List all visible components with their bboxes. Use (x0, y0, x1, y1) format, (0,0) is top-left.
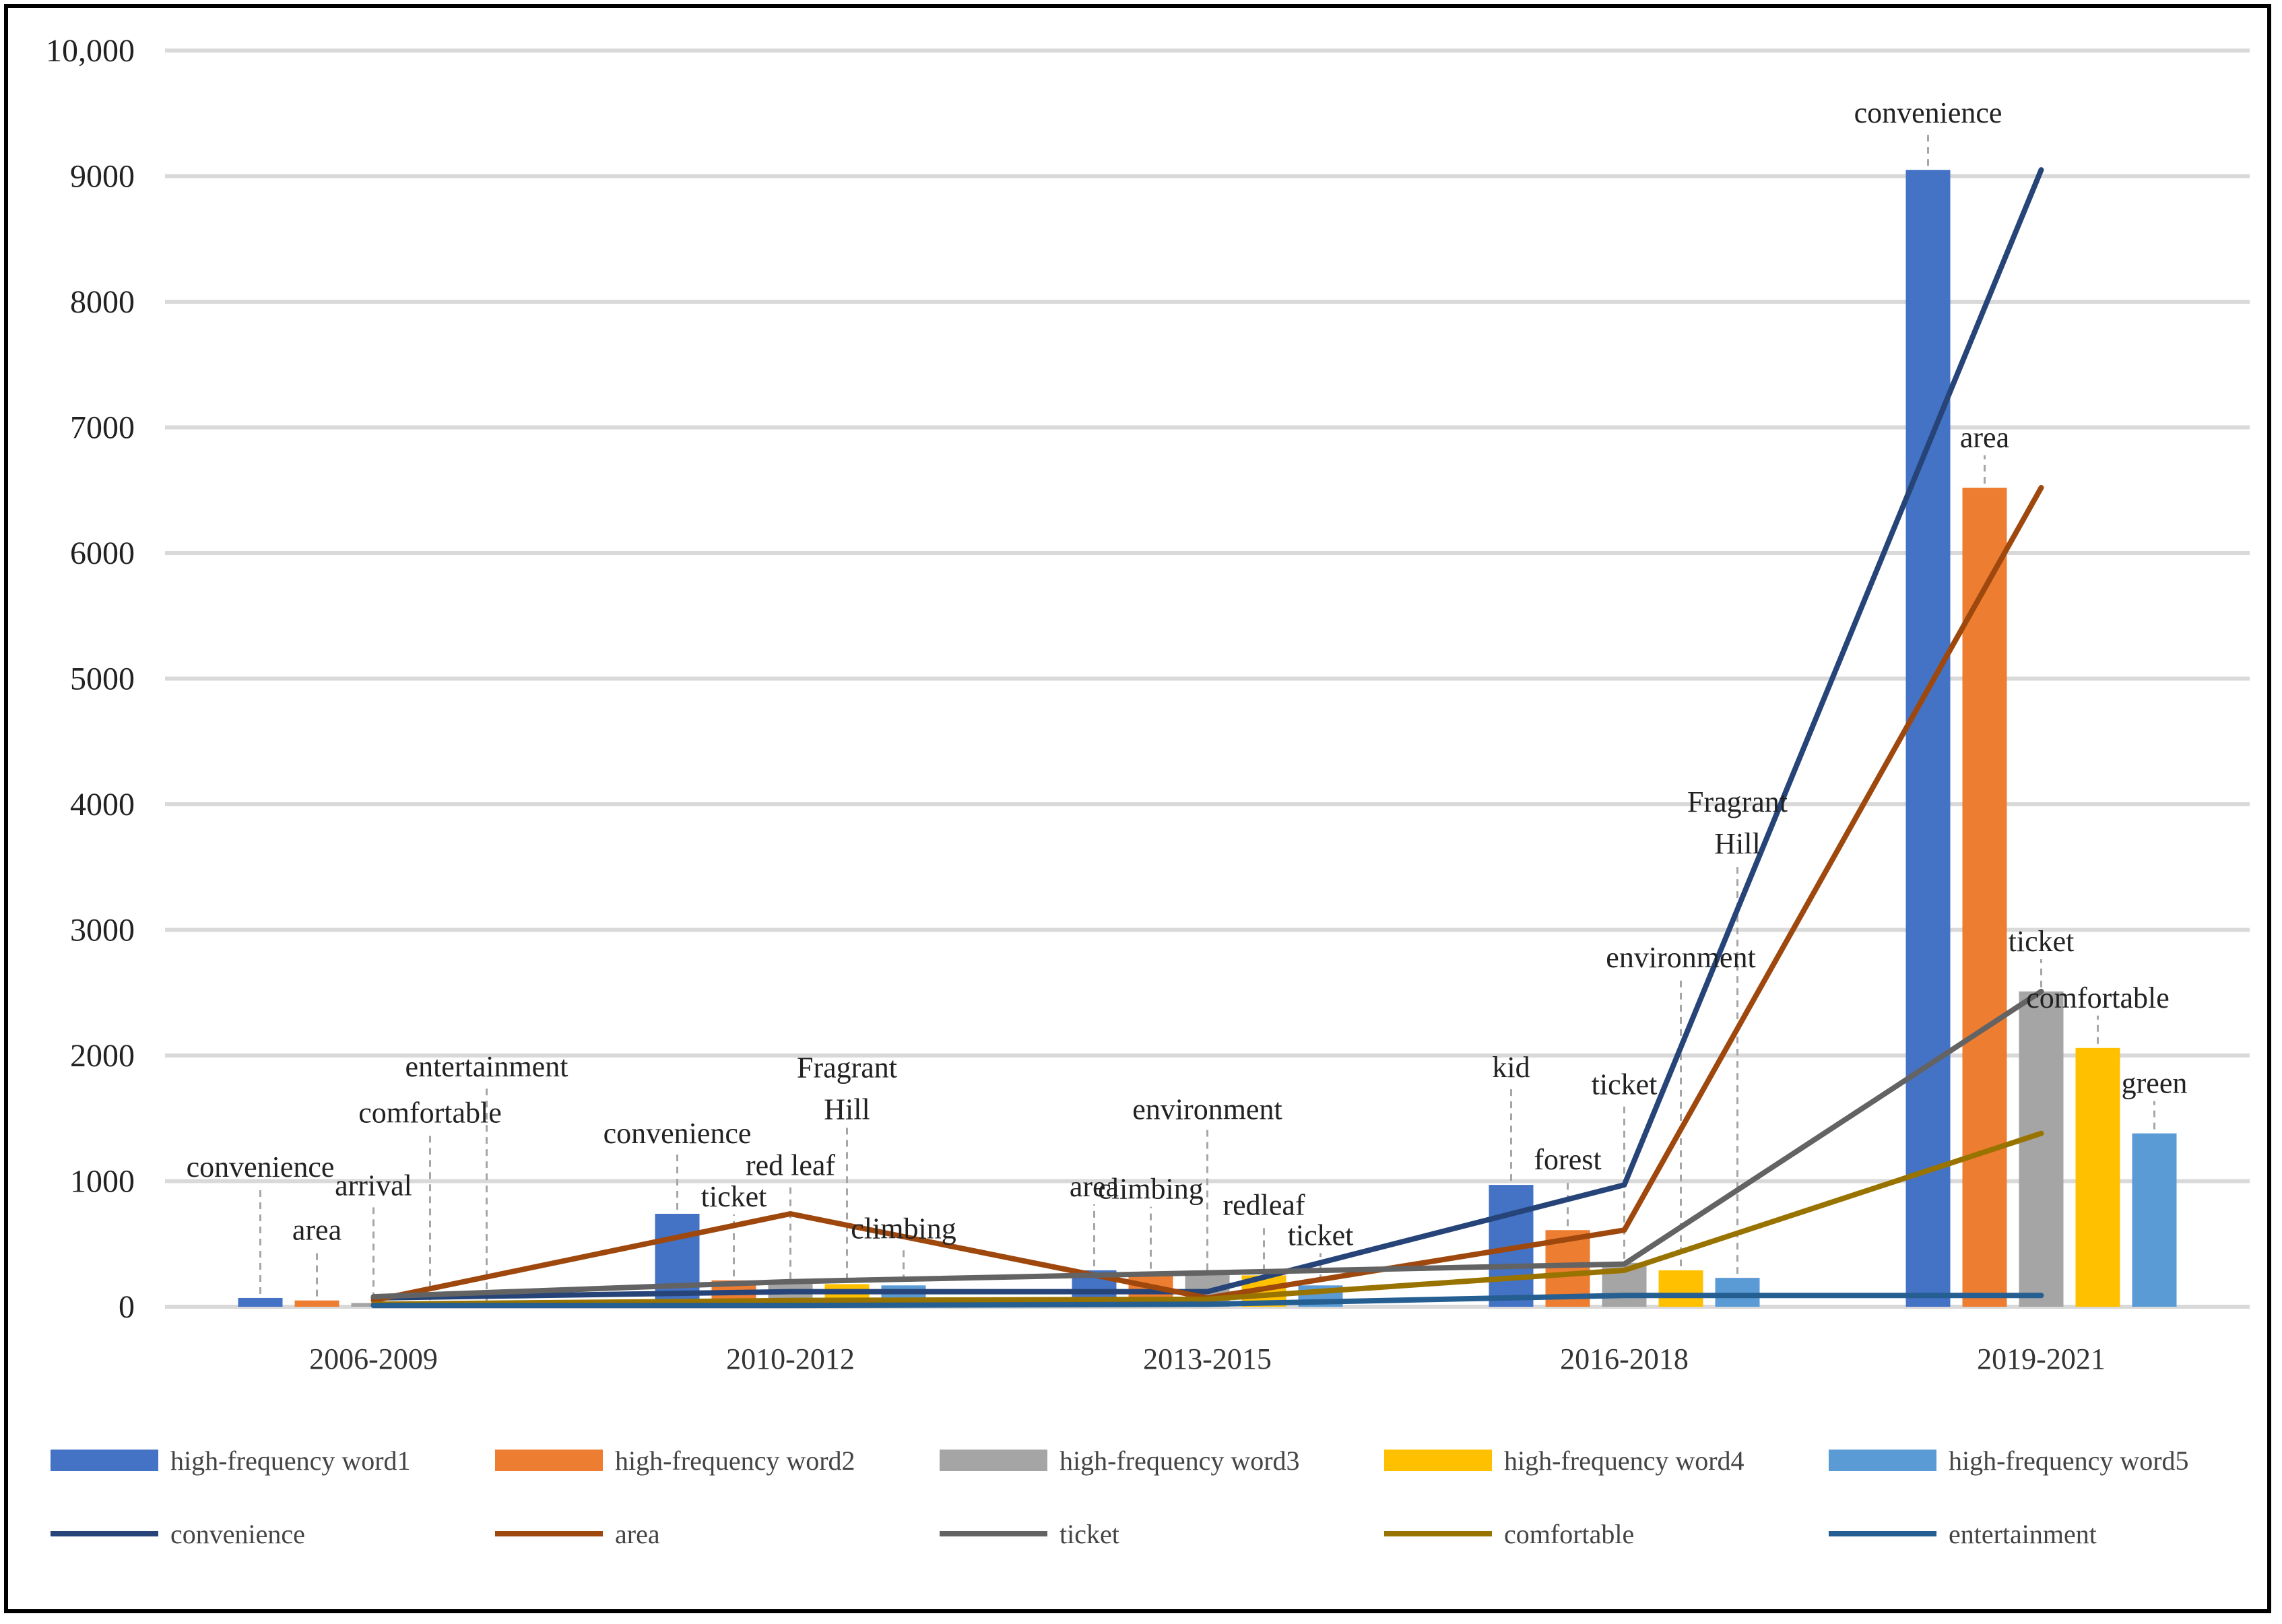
data-label: red leaf (746, 1149, 835, 1182)
bar-high-frequency-word4-2016-2018 (1658, 1270, 1703, 1307)
y-tick-label: 0 (119, 1289, 135, 1325)
y-tick-label: 9000 (70, 159, 135, 195)
data-label: arrival (335, 1169, 412, 1202)
legend-swatch (51, 1450, 158, 1471)
legend-swatch (940, 1450, 1047, 1471)
data-label: Fragrant Hill (1687, 785, 1788, 860)
data-label: kid (1492, 1051, 1530, 1084)
y-tick-label: 8000 (70, 284, 135, 320)
bar-high-frequency-word4-2019-2021 (2075, 1047, 2120, 1307)
legend-label: convenience (170, 1519, 305, 1549)
legend-label: entertainment (1949, 1519, 2097, 1549)
line-comfortable (370, 1130, 2044, 1307)
legend-label: high-frequency word1 (170, 1446, 411, 1476)
data-label: comfortable (358, 1096, 502, 1129)
y-tick-label: 4000 (70, 787, 135, 822)
data-label: climbing (1098, 1173, 1203, 1206)
y-tick-label: 1000 (70, 1164, 135, 1200)
legend-label: high-frequency word2 (615, 1446, 855, 1476)
data-label: Fragrant Hill (797, 1051, 897, 1126)
data-label: redleaf (1222, 1188, 1305, 1221)
data-label: ticket (701, 1180, 767, 1213)
line-ticket (370, 988, 2044, 1300)
y-tick-label: 3000 (70, 913, 135, 948)
data-label: comfortable (2026, 981, 2170, 1014)
x-tick-label: 2013-2015 (1143, 1342, 1272, 1375)
bar-high-frequency-word1-2019-2021 (1905, 170, 1951, 1307)
data-label: ticket (1288, 1219, 1354, 1252)
legend-label: high-frequency word3 (1060, 1446, 1300, 1476)
x-tick-label: 2006-2009 (309, 1342, 438, 1375)
data-label: convenience (604, 1117, 752, 1150)
data-label: environment (1606, 941, 1755, 974)
data-label: area (1070, 1170, 1119, 1203)
data-label: ticket (1592, 1068, 1658, 1101)
x-tick-label: 2019-2021 (1977, 1342, 2106, 1375)
legend-label: high-frequency word5 (1949, 1446, 2189, 1476)
bar-high-frequency-word1-2006-2009 (238, 1297, 283, 1307)
legend-swatch (1829, 1450, 1936, 1471)
legend-swatch (495, 1450, 603, 1471)
bar-high-frequency-word3-2019-2021 (2019, 991, 2064, 1307)
x-tick-label: 2016-2018 (1560, 1342, 1689, 1375)
x-tick-label: 2010-2012 (726, 1342, 855, 1375)
bar-high-frequency-word2-2019-2021 (1962, 488, 2007, 1307)
data-label: area (292, 1214, 341, 1247)
legend-swatch (1384, 1450, 1492, 1471)
data-label: environment (1132, 1093, 1282, 1126)
data-label: climbing (851, 1212, 956, 1245)
chart-frame (4, 4, 2271, 1613)
line-entertainment (370, 1293, 2044, 1309)
data-label: convenience (1854, 96, 2002, 129)
legend-label: area (615, 1519, 660, 1549)
bar-high-frequency-word2-2006-2009 (294, 1300, 339, 1307)
legend-label: ticket (1060, 1519, 1119, 1549)
y-tick-label: 10,000 (46, 33, 135, 69)
data-label: entertainment (405, 1050, 568, 1083)
legend-label: comfortable (1504, 1519, 1634, 1549)
data-label: convenience (187, 1150, 335, 1183)
bar-high-frequency-word5-2019-2021 (2132, 1133, 2177, 1307)
y-tick-label: 2000 (70, 1038, 135, 1074)
data-label: green (2122, 1067, 2188, 1100)
data-label: ticket (2009, 925, 2075, 958)
legend-label: high-frequency word4 (1504, 1446, 1745, 1476)
y-tick-label: 7000 (70, 410, 135, 446)
bar-high-frequency-word5-2016-2018 (1715, 1278, 1760, 1307)
data-label: area (1960, 421, 2009, 454)
data-label: forest (1534, 1143, 1601, 1176)
y-tick-label: 5000 (70, 661, 135, 697)
line-convenience (370, 167, 2044, 1301)
y-tick-label: 6000 (70, 535, 135, 571)
